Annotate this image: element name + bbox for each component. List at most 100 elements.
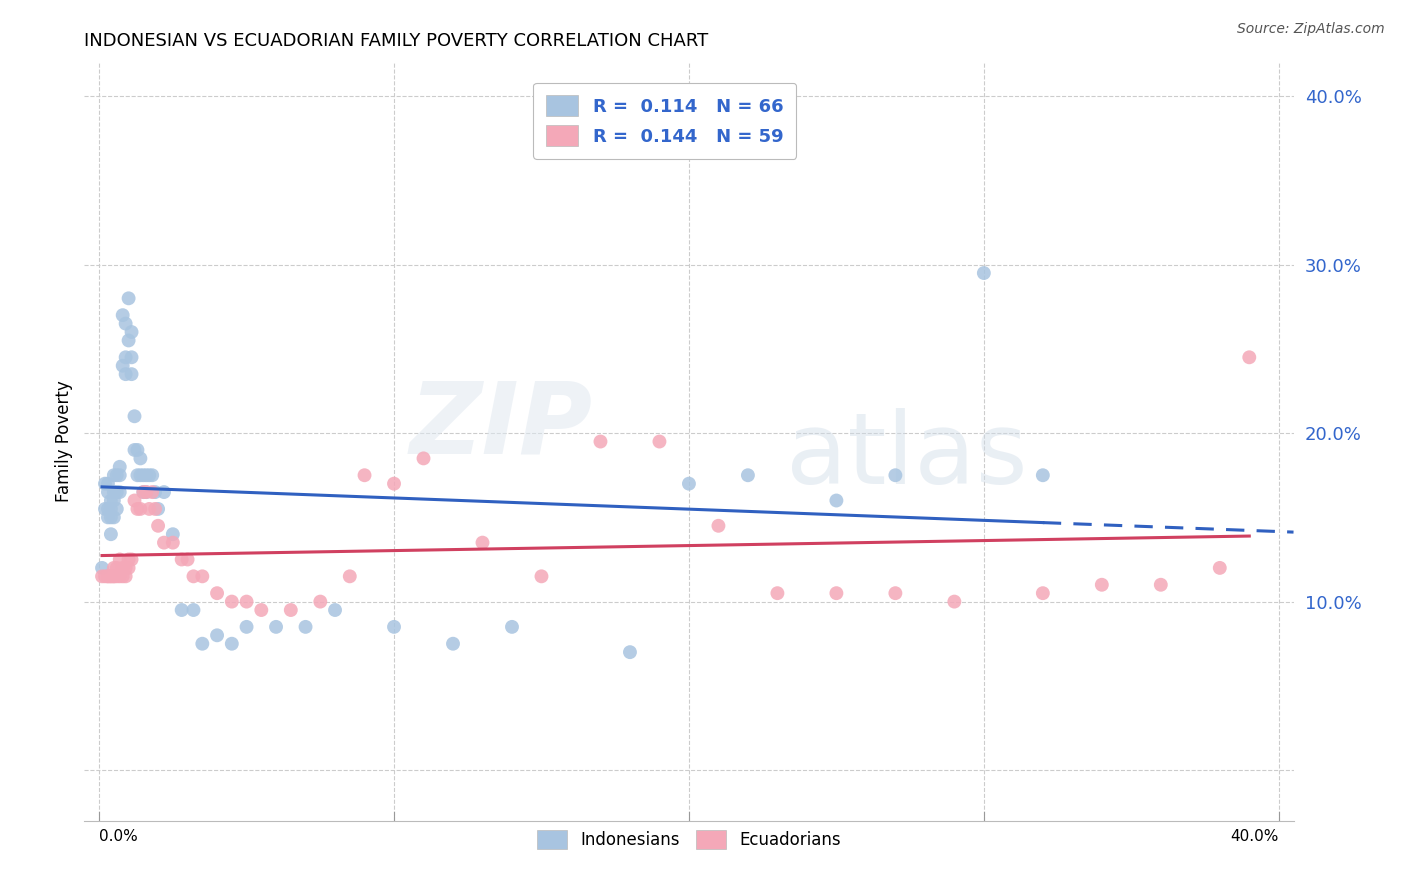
Point (132, 485, 155, 500)
Point (191, 569, 214, 583)
Point (97, 476, 120, 491)
Point (103, 561, 125, 575)
Point (117, 334, 139, 348)
Point (205, 628, 228, 642)
Point (124, 442, 146, 457)
Point (135, 485, 157, 500)
Text: 40.0%: 40.0% (1230, 829, 1279, 844)
Point (100, 569, 122, 583)
Point (221, 594, 243, 608)
Point (1091, 578, 1114, 592)
Point (170, 552, 193, 566)
Point (153, 485, 176, 500)
Point (135, 468, 157, 483)
Point (183, 569, 205, 583)
Point (114, 569, 136, 583)
Point (103, 510, 125, 524)
Point (108, 459, 131, 474)
Point (100, 493, 122, 508)
Point (100, 569, 122, 583)
Point (103, 569, 125, 583)
Point (129, 451, 152, 466)
Point (678, 476, 700, 491)
Point (111, 308, 134, 322)
Point (94, 569, 117, 583)
Point (105, 569, 128, 583)
Point (108, 485, 131, 500)
Point (108, 569, 131, 583)
Point (94, 476, 117, 491)
Point (114, 561, 136, 575)
Point (103, 485, 125, 500)
Point (162, 535, 184, 549)
Point (97, 502, 120, 516)
Point (973, 266, 995, 280)
Point (103, 493, 125, 508)
Point (382, 620, 405, 634)
Point (111, 561, 134, 575)
Y-axis label: Family Poverty: Family Poverty (55, 381, 73, 502)
Point (162, 527, 184, 541)
Point (103, 569, 125, 583)
Point (648, 434, 671, 449)
Point (127, 468, 149, 483)
Text: 0.0%: 0.0% (98, 829, 138, 844)
Point (114, 351, 136, 365)
Point (153, 535, 176, 549)
Point (221, 637, 243, 651)
Text: atlas: atlas (786, 409, 1028, 505)
Point (294, 620, 316, 634)
Point (105, 468, 128, 483)
Point (737, 468, 759, 483)
Point (943, 594, 966, 608)
Point (1032, 468, 1054, 483)
Point (353, 468, 375, 483)
Point (114, 367, 136, 381)
Point (97, 569, 120, 583)
Point (884, 468, 907, 483)
Text: ZIP: ZIP (409, 378, 592, 475)
Point (141, 468, 163, 483)
Point (117, 561, 139, 575)
Point (97, 510, 120, 524)
Point (825, 493, 848, 508)
Point (323, 603, 346, 617)
Text: Source: ZipAtlas.com: Source: ZipAtlas.com (1237, 22, 1385, 37)
Point (146, 502, 169, 516)
Point (121, 552, 143, 566)
Point (127, 502, 149, 516)
Point (105, 502, 128, 516)
Point (111, 359, 134, 373)
Point (121, 325, 143, 339)
Point (382, 476, 405, 491)
Point (108, 552, 131, 566)
Point (141, 485, 163, 500)
Point (91, 569, 114, 583)
Point (530, 569, 553, 583)
Point (124, 409, 146, 424)
Point (121, 367, 143, 381)
Point (183, 603, 205, 617)
Point (176, 552, 198, 566)
Point (501, 620, 523, 634)
Point (105, 485, 128, 500)
Point (146, 518, 169, 533)
Point (309, 594, 332, 608)
Point (1209, 561, 1232, 575)
Point (100, 510, 122, 524)
Point (91, 561, 114, 575)
Point (103, 468, 125, 483)
Point (619, 645, 641, 659)
Point (412, 451, 434, 466)
Point (97, 569, 120, 583)
Point (191, 637, 214, 651)
Point (235, 594, 257, 608)
Text: INDONESIAN VS ECUADORIAN FAMILY POVERTY CORRELATION CHART: INDONESIAN VS ECUADORIAN FAMILY POVERTY … (84, 32, 709, 50)
Point (114, 317, 136, 331)
Point (127, 442, 149, 457)
Point (339, 569, 361, 583)
Point (124, 493, 146, 508)
Point (1032, 586, 1054, 600)
Point (441, 637, 464, 651)
Point (143, 502, 166, 516)
